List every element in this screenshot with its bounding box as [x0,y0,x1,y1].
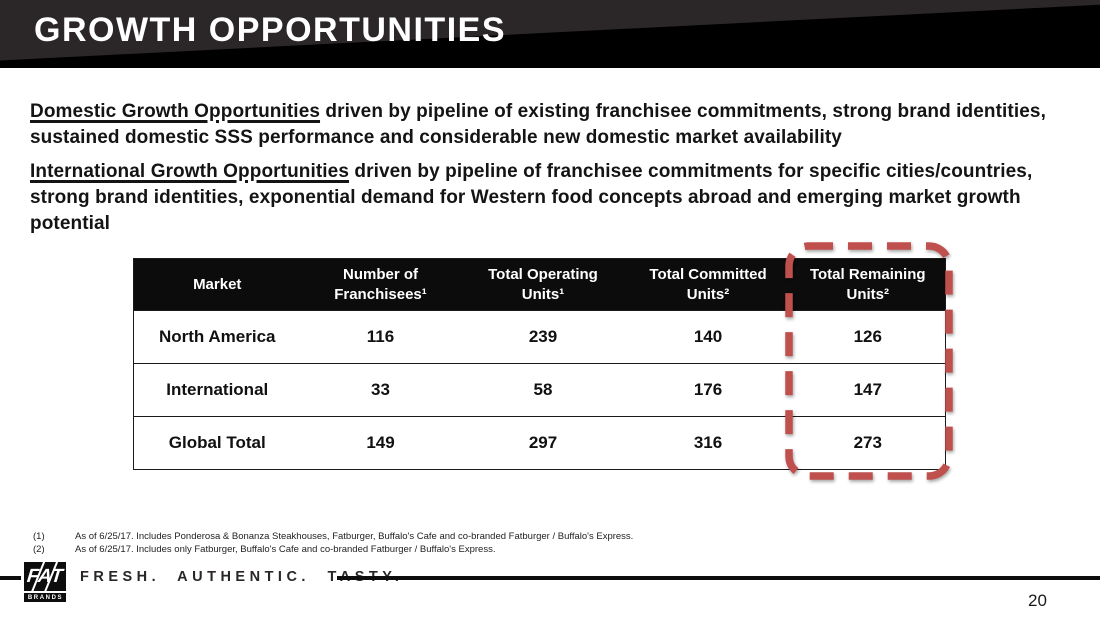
col-header-operating: Total Operating Units¹ [460,258,626,311]
cell-market: Global Total [133,416,301,470]
cell-franchisees: 149 [300,416,461,470]
footnote-1: (1) As of 6/25/17. Includes Ponderosa & … [33,531,633,544]
footnotes: (1) As of 6/25/17. Includes Ponderosa & … [33,531,633,556]
cell-remaining: 147 [790,363,946,417]
footnote-2-text: As of 6/25/17. Includes only Fatburger, … [75,543,496,555]
footer-rule-right [337,576,1100,580]
footnote-1-number: (1) [33,531,45,542]
fat-logo-box: FAT [24,562,66,591]
units-table: Market Number of Franchisees¹ Total Oper… [133,258,946,470]
footer-tagline: FRESH. AUTHENTIC. TASTY. [80,569,404,585]
page-number: 20 [1028,591,1047,610]
table-header-row: Market Number of Franchisees¹ Total Oper… [133,258,946,311]
cell-remaining: 126 [790,310,946,364]
footnote-1-text: As of 6/25/17. Includes Ponderosa & Bona… [75,531,634,542]
cell-committed: 140 [625,310,791,364]
cell-committed: 176 [625,363,791,417]
brands-logo-bar: BRANDS [24,593,66,602]
cell-operating: 297 [460,416,626,470]
cell-operating: 239 [460,310,626,364]
cell-committed: 316 [625,416,791,470]
cell-operating: 58 [460,363,626,417]
fat-logo-text: FAT [25,565,65,587]
footnote-2-number: (2) [33,543,45,555]
paragraph-international-lead: International Growth Opportunities [30,161,350,182]
table-row-international: International 33 58 176 147 [133,363,946,417]
paragraph-domestic: Domestic Growth Opportunities driven by … [30,99,1070,151]
table-row-north-america: North America 116 239 140 126 [133,310,946,364]
header-band: GROWTH OPPORTUNITIES [0,0,1100,68]
paragraph-international-rest: driven by pipeline of franchisee commitm… [30,161,1033,234]
footnote-2: (2) As of 6/25/17. Includes only Fatburg… [33,544,633,557]
paragraph-domestic-lead: Domestic Growth Opportunities [30,101,321,122]
fat-brands-logo: FAT BRANDS [24,562,66,602]
cell-franchisees: 33 [300,363,461,417]
col-header-remaining: Total Remaining Units² [790,258,946,311]
paragraph-international: International Growth Opportunities drive… [30,159,1070,237]
footer-rule-left [0,576,21,580]
cell-remaining: 273 [790,416,946,470]
paragraph-domestic-rest: driven by pipeline of existing franchise… [30,101,1046,148]
table-row-global-total: Global Total 149 297 316 273 [133,416,946,470]
cell-market: North America [133,310,301,364]
col-header-franchisees: Number of Franchisees¹ [300,258,461,311]
cell-market: International [133,363,301,417]
col-header-committed: Total Committed Units² [625,258,791,311]
slide-title: GROWTH OPPORTUNITIES [34,11,506,49]
col-header-market: Market [133,258,301,311]
cell-franchisees: 116 [300,310,461,364]
